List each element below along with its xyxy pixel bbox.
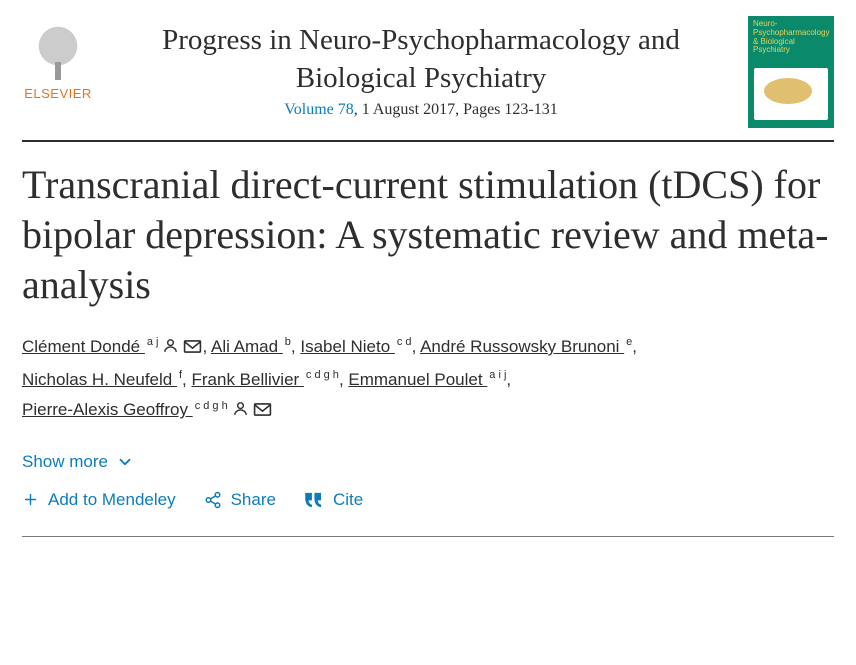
author-separator: , bbox=[339, 370, 348, 389]
show-more-button[interactable]: Show more bbox=[22, 452, 134, 472]
author-name[interactable]: Emmanuel Poulet bbox=[348, 370, 487, 389]
publisher-logo[interactable]: ELSEVIER bbox=[22, 22, 94, 101]
author-affiliations: c d g h bbox=[195, 400, 228, 412]
author-name[interactable]: Isabel Nieto bbox=[300, 337, 395, 356]
person-icon[interactable] bbox=[232, 397, 249, 428]
action-bar: Add to Mendeley Share Cite bbox=[22, 490, 834, 522]
article-title: Transcranial direct-current stimulation … bbox=[22, 160, 834, 310]
share-icon bbox=[204, 491, 222, 509]
chevron-down-icon bbox=[116, 453, 134, 471]
issue-date-pages: , 1 August 2017, Pages 123-131 bbox=[354, 101, 558, 118]
author-entry: Ali Amad b, bbox=[211, 337, 300, 356]
show-more-label: Show more bbox=[22, 452, 108, 472]
quote-icon bbox=[304, 491, 324, 509]
publisher-brand: ELSEVIER bbox=[24, 86, 92, 101]
cite-label: Cite bbox=[333, 490, 363, 510]
author-affiliations: c d bbox=[397, 336, 412, 348]
journal-block: Progress in Neuro-Psychopharmacology and… bbox=[108, 16, 734, 119]
journal-title[interactable]: Progress in Neuro-Psychopharmacology and… bbox=[108, 22, 734, 97]
mail-icon[interactable] bbox=[183, 334, 202, 365]
author-name[interactable]: Ali Amad bbox=[211, 337, 283, 356]
author-separator: , bbox=[291, 337, 300, 356]
mendeley-label: Add to Mendeley bbox=[48, 490, 176, 510]
author-entry: Isabel Nieto c d, bbox=[300, 337, 420, 356]
author-list: Clément Dondé a j, Ali Amad b, Isabel Ni… bbox=[22, 332, 834, 428]
author-separator: , bbox=[202, 337, 211, 356]
share-label: Share bbox=[231, 490, 276, 510]
author-name[interactable]: André Russowsky Brunoni bbox=[420, 337, 624, 356]
elsevier-tree-icon bbox=[27, 22, 89, 82]
author-separator: , bbox=[632, 337, 637, 356]
mail-icon[interactable] bbox=[253, 397, 272, 428]
journal-cover-thumbnail[interactable]: Neuro-Psychopharmacology & Biological Ps… bbox=[748, 16, 834, 128]
author-entry: Clément Dondé a j, bbox=[22, 337, 211, 356]
plus-icon bbox=[22, 491, 39, 508]
author-affiliations: a j bbox=[147, 336, 159, 348]
cover-label: Neuro-Psychopharmacology & Biological Ps… bbox=[748, 16, 834, 57]
author-separator: , bbox=[412, 337, 421, 356]
cover-art bbox=[754, 68, 828, 120]
author-name[interactable]: Clément Dondé bbox=[22, 337, 145, 356]
author-entry: Frank Bellivier c d g h, bbox=[191, 370, 348, 389]
author-entry: Nicholas H. Neufeld f, bbox=[22, 370, 191, 389]
article-header: ELSEVIER Progress in Neuro-Psychopharmac… bbox=[22, 16, 834, 138]
volume-link[interactable]: Volume 78 bbox=[284, 101, 353, 118]
person-icon[interactable] bbox=[162, 334, 179, 365]
author-name[interactable]: Nicholas H. Neufeld bbox=[22, 370, 177, 389]
journal-meta: Volume 78, 1 August 2017, Pages 123-131 bbox=[108, 101, 734, 119]
add-to-mendeley-button[interactable]: Add to Mendeley bbox=[22, 490, 176, 510]
author-affiliations: a i j bbox=[489, 369, 506, 381]
author-entry: Emmanuel Poulet a i j, bbox=[348, 370, 511, 389]
footer-rule bbox=[22, 536, 834, 537]
author-affiliations: c d g h bbox=[306, 369, 339, 381]
share-button[interactable]: Share bbox=[204, 490, 276, 510]
author-name[interactable]: Frank Bellivier bbox=[191, 370, 303, 389]
cite-button[interactable]: Cite bbox=[304, 490, 363, 510]
author-name[interactable]: Pierre-Alexis Geoffroy bbox=[22, 400, 193, 419]
author-separator: , bbox=[506, 370, 511, 389]
header-rule bbox=[22, 140, 834, 142]
author-entry: Pierre-Alexis Geoffroy c d g h bbox=[22, 400, 272, 419]
author-entry: André Russowsky Brunoni e, bbox=[420, 337, 637, 356]
